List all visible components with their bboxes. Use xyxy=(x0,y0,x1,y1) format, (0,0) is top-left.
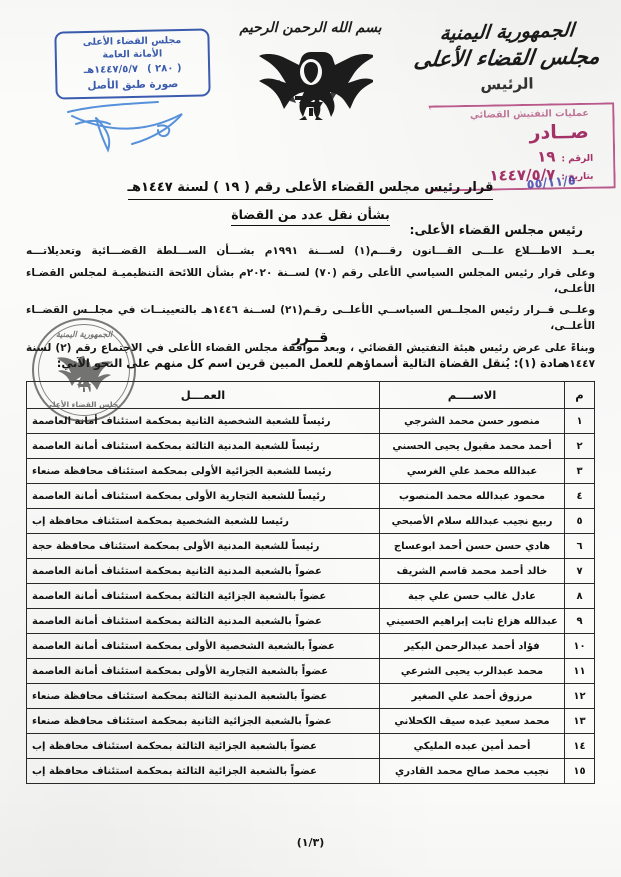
document-title: قرار رئيس مجلس القضاء الأعلى رقم ( ١٩ ) … xyxy=(0,176,621,227)
basmala-text: بسم الله الرحمن الرحيم xyxy=(239,20,382,36)
table-row: ١٢ مرزوق أحمد علي الصغير عضواً بالشعبة ا… xyxy=(26,683,595,709)
decision-heading: قــرر xyxy=(292,330,329,346)
column-header-name: الاســــم xyxy=(379,381,565,409)
cell-number: ١٢ xyxy=(564,683,595,709)
stamp-blue-footer: صورة طبق الأصل xyxy=(87,78,179,93)
judges-table: م الاســــم العمـــل ١ منصور حسن محمد ال… xyxy=(26,381,595,784)
cell-name: أحمد أمين عبده المليكي xyxy=(379,733,565,759)
preamble-line: وعلى قرار رئيس المجلس السياسي الأعلى رقم… xyxy=(26,266,595,295)
cell-number: ٦ xyxy=(564,533,595,559)
table-row: ٨ عادل غالب حسن علي جبة عضواً بالشعبة ال… xyxy=(26,583,595,609)
title-line-subject: بشأن نقل عدد من القضاة xyxy=(231,206,390,227)
cell-name: محمد عبدالرب يحيى الشرعي xyxy=(379,658,565,684)
stamp-red-number-value: ١٩ xyxy=(536,147,556,166)
cell-work: عضواً بالشعبة الجزائية الثالثة بمحكمة اس… xyxy=(26,583,380,609)
cell-name: نجيب محمد صالح محمد القادري xyxy=(379,758,565,784)
cell-name: عادل غالب حسن علي جبة xyxy=(379,583,565,609)
cell-number: ٧ xyxy=(564,558,595,584)
cell-name: منصور حسن محمد الشرجي xyxy=(379,408,565,434)
cell-number: ١٤ xyxy=(564,733,595,759)
table-header-row: م الاســــم العمـــل xyxy=(26,381,595,409)
cell-name: عبدالله محمد علي الغرسي xyxy=(379,458,565,484)
yemen-eagle-emblem xyxy=(258,52,373,120)
cell-name: محمد سعيد عبده سيف الكحلاني xyxy=(379,708,565,734)
cell-number: ١ xyxy=(564,408,595,434)
cell-number: ٣ xyxy=(564,458,595,484)
cell-number: ٢ xyxy=(564,433,595,459)
table-row: ١٠ فؤاد أحمد عبدالرحمن البكير عضواً بالش… xyxy=(26,633,595,659)
cell-name: هادي حسن حسن أحمد ابوعساج xyxy=(379,533,565,559)
cell-work: عضواً بالشعبة المدنية الثالثة بمحكمة است… xyxy=(26,683,380,709)
cell-name: فؤاد أحمد عبدالرحمن البكير xyxy=(379,633,565,659)
cell-number: ١٠ xyxy=(564,633,595,659)
cell-name: مرزوق أحمد علي الصغير xyxy=(379,683,565,709)
table-row: ٩ عبدالله هزاع ثابت إبراهيم الحسيني عضوا… xyxy=(26,608,595,634)
seal-top-text: الجمهورية اليمنية xyxy=(55,329,113,339)
stamp-red-number-label: الرقم : xyxy=(561,153,594,165)
table-row: ٤ محمود عبدالله محمد المنصوب رئيساً للشع… xyxy=(26,483,595,509)
addressee-heading: رئيس مجلس القضاء الأعلى: xyxy=(409,222,584,237)
judges-table-wrapper: م الاســــم العمـــل ١ منصور حسن محمد ال… xyxy=(26,381,595,784)
cell-name: محمود عبدالله محمد المنصوب xyxy=(379,483,565,509)
table-row: ١ منصور حسن محمد الشرجي رئيساً للشعبة ال… xyxy=(26,408,595,434)
table-row: ٣ عبدالله محمد علي الغرسي رئيسا للشعبة ا… xyxy=(26,458,595,484)
cell-work: عضواً بالشعبة المدنية الثانية بمحكمة است… xyxy=(26,558,380,584)
judges-table-body: ١ منصور حسن محمد الشرجي رئيساً للشعبة ال… xyxy=(26,408,595,784)
column-header-work: العمـــل xyxy=(26,381,380,409)
stamp-red-status: صــادر xyxy=(529,120,589,144)
letterhead-council: مجلس القضاء الأعلى xyxy=(412,43,602,72)
table-row: ٥ ربيع نجيب عبدالله سلام الأصبحي رئيسا ل… xyxy=(26,508,595,534)
preamble-line: بعــد الاطـــلاع علـــى القـــانون رقـــ… xyxy=(26,245,595,257)
title-line-decree: قرار رئيس مجلس القضاء الأعلى رقم ( ١٩ ) … xyxy=(127,178,494,200)
cell-name: خالد أحمد محمد قاسم الشريف xyxy=(379,558,565,584)
cell-work: رئيساً للشعبة المدنية الثالثة بمحكمة است… xyxy=(26,433,380,459)
cell-work: عضواً بالشعبة الجزائية الثالثة بمحكمة اس… xyxy=(26,733,380,759)
cell-work: رئيساً للشعبة الشخصية الثانية بمحكمة است… xyxy=(26,408,380,434)
stamp-certified-copy: مجلس القضاء الأعلى الأمانة العامة ( ٢٨٠ … xyxy=(54,28,211,100)
stamp-blue-date: ١٤٤٧/٥/٧هـ xyxy=(83,63,139,76)
cell-name: أحمد محمد مقبول يحيى الحسني xyxy=(379,433,565,459)
letterhead-president: الرئيس xyxy=(480,74,534,94)
page-number: (١/٣) xyxy=(296,836,325,849)
table-row: ٢ أحمد محمد مقبول يحيى الحسني رئيساً للش… xyxy=(26,433,595,459)
cell-work: رئيسا للشعبة الشخصية بمحكمة استئناف محاف… xyxy=(26,508,380,534)
cell-work: رئيساً للشعبة المدنية الأولى بمحكمة استئ… xyxy=(26,533,380,559)
table-row: ٦ هادي حسن حسن أحمد ابوعساج رئيساً للشعب… xyxy=(26,533,595,559)
preamble-line: وعلــى قــرار رئيس المجلــس السياســي ال… xyxy=(26,304,595,332)
table-row: ١٤ أحمد أمين عبده المليكي عضواً بالشعبة … xyxy=(26,733,595,759)
cell-work: عضواً بالشعبة المدنية الثالثة بمحكمة است… xyxy=(26,608,380,634)
cell-number: ١١ xyxy=(564,658,595,684)
cell-number: ٤ xyxy=(564,483,595,509)
table-row: ٧ خالد أحمد محمد قاسم الشريف عضواً بالشع… xyxy=(26,558,595,584)
table-row: ١١ محمد عبدالرب يحيى الشرعي عضواً بالشعب… xyxy=(26,658,595,684)
cell-work: رئيسا للشعبة الجزائية الأولى بمحكمة استئ… xyxy=(26,458,380,484)
cell-number: ١٣ xyxy=(564,708,595,734)
cell-work: عضواً بالشعبة الجزائية الثانية بمحكمة اس… xyxy=(26,708,380,734)
cell-name: ربيع نجيب عبدالله سلام الأصبحي xyxy=(379,508,565,534)
cell-work: عضواً بالشعبة التجارية الأولى بمحكمة است… xyxy=(26,658,380,684)
cell-work: عضواً بالشعبة الشخصية الأولى بمحكمة استئ… xyxy=(26,633,380,659)
cell-name: عبدالله هزاع ثابت إبراهيم الحسيني xyxy=(379,608,565,634)
cell-work: رئيساً للشعبة التجارية الأولى بمحكمة است… xyxy=(26,483,380,509)
article-one-text: مادة (١): يُنقل القضاة التالية أسماؤهم ل… xyxy=(56,356,565,370)
blue-signature-scribble xyxy=(67,101,183,153)
table-row: ١٣ محمد سعيد عبده سيف الكحلاني عضواً بال… xyxy=(26,708,595,734)
preamble-block: بعــد الاطـــلاع علـــى القـــانون رقـــ… xyxy=(26,244,595,378)
table-row: ١٥ نجيب محمد صالح محمد القادري عضواً بال… xyxy=(26,758,595,784)
cell-number: ٥ xyxy=(564,508,595,534)
cell-work: عضواً بالشعبة الجزائية الثالثة بمحكمة اس… xyxy=(26,758,380,784)
cell-number: ٩ xyxy=(564,608,595,634)
column-header-number: م xyxy=(564,381,595,409)
cell-number: ١٥ xyxy=(564,758,595,784)
stamp-blue-number: ( ٢٨٠ ) xyxy=(146,62,182,75)
cell-number: ٨ xyxy=(564,583,595,609)
